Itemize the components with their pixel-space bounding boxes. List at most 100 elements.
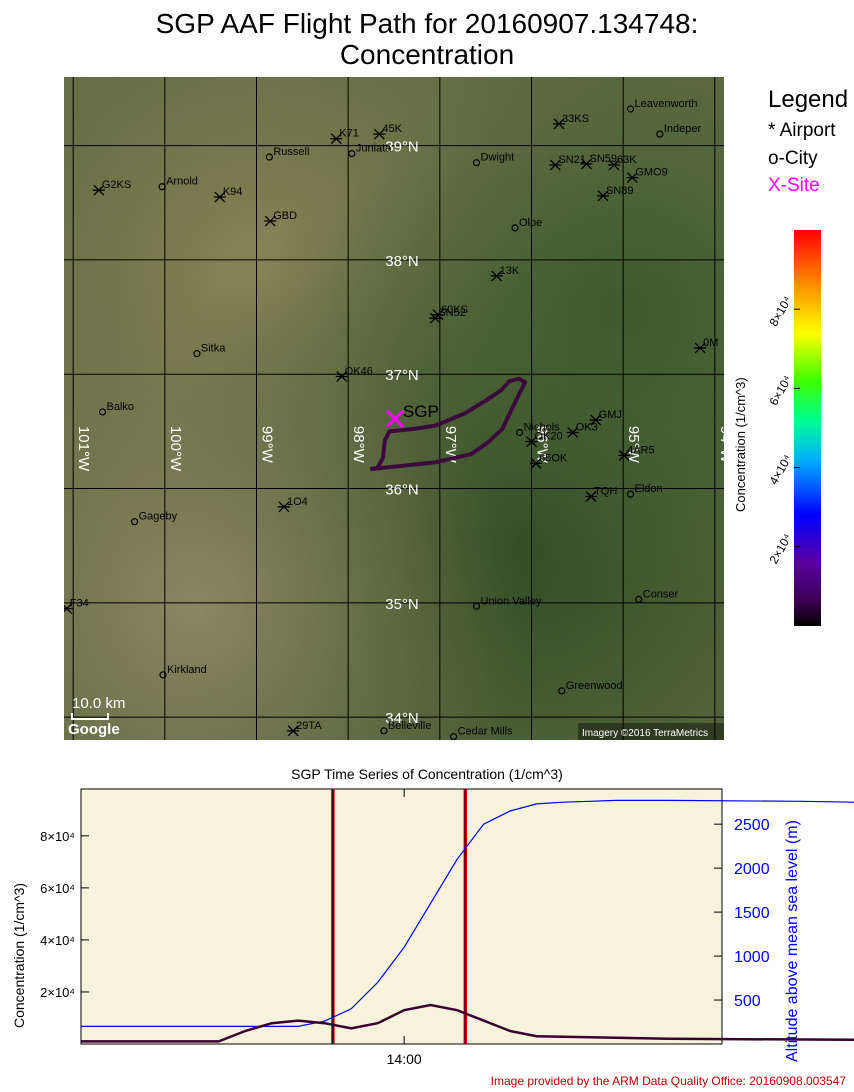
city-marker-5 (656, 130, 664, 138)
airport-label-17: OK3 (576, 422, 598, 434)
right-tick-label-0: 500 (734, 993, 761, 1010)
timeseries-plot-area (80, 788, 723, 1045)
city-marker-17 (449, 732, 458, 740)
lat-label-4: 35°N (385, 596, 419, 613)
right-axis-label: Altitude above mean sea level (m) (784, 820, 801, 1062)
city-marker-4 (626, 105, 635, 113)
colorbar-tick-label-0: 2×10⁴ (766, 531, 794, 566)
right-tick-label-2: 1500 (734, 905, 770, 922)
city-marker-2 (158, 183, 166, 191)
airport-marker-11 (490, 270, 503, 282)
airport-marker-14 (335, 371, 348, 382)
airport-marker-24 (694, 342, 707, 354)
colorbar-gradient (794, 230, 821, 626)
city-label-2: Arnold (166, 176, 198, 188)
airport-label-2: GBD (273, 210, 297, 222)
city-label-7: Sitka (201, 343, 226, 355)
airport-label-20: TQH (594, 486, 617, 498)
lat-label-2: 37°N (385, 367, 419, 384)
city-marker-9 (515, 428, 524, 437)
airport-marker-0 (92, 184, 105, 196)
airport-label-0: G2KS (102, 179, 131, 191)
city-marker-7 (193, 350, 201, 358)
x-tick-label-0: 14:00 (387, 1051, 422, 1067)
airport-label-8: 63K (617, 154, 637, 166)
airport-label-9: GMO9 (635, 167, 667, 179)
left-tick-label-3: 8×10⁴ (40, 829, 75, 844)
altitude-series-line (81, 799, 854, 1027)
city-label-17: Cedar Mills (458, 726, 514, 738)
city-label-3: Dwight (481, 152, 515, 164)
lon-label-7: 94°W (717, 426, 724, 464)
city-label-10: Eldon (635, 483, 663, 495)
flight-path-line (369, 376, 528, 472)
right-tick-label-4: 2500 (734, 817, 770, 834)
flight-map[interactable]: 39°N 38°N 37°N 36°N 35°N 34°N 101°W 100°W 99°W 98… (64, 77, 724, 740)
city-label-16: Belleville (388, 720, 431, 732)
city-label-15: Greenwood (566, 680, 623, 692)
airport-label-19: 4AR5 (627, 444, 655, 456)
city-marker-12 (472, 602, 481, 610)
colorbar: 2×10⁴ 4×10⁴ 6×10⁴ 8×10⁴ Concentration (1/cm… (733, 230, 821, 626)
city-label-12: Union Valley (481, 595, 542, 607)
concentration-spikes (331, 789, 468, 1044)
colorbar-tick-label-1: 4×10⁴ (766, 452, 794, 487)
airport-label-15: OK20 (535, 431, 563, 443)
airport-marker-4 (373, 128, 386, 140)
airport-label-24: 0M (703, 337, 718, 349)
airport-label-3: K71 (339, 128, 359, 140)
airport-marker-10 (597, 190, 609, 202)
airport-marker-13 (429, 312, 442, 324)
legend-city: o-City (768, 148, 818, 169)
city-marker-0 (265, 153, 273, 161)
airport-label-6: SN21 (558, 154, 586, 166)
city-marker-16 (380, 727, 388, 735)
airport-label-14: OK46 (345, 365, 373, 377)
city-marker-15 (558, 687, 566, 695)
airport-label-23: 29TA (296, 720, 322, 732)
image-credit: Image provided by the ARM Data Quality O… (490, 1074, 846, 1088)
airport-marker-15 (525, 436, 538, 448)
title-line-2: Concentration (339, 39, 515, 70)
legend-site: X-Site (768, 175, 820, 196)
city-marker-6 (511, 224, 519, 232)
airport-marker-22 (64, 603, 73, 615)
airport-label-13: SN52 (438, 307, 466, 319)
google-logo-text: Google (68, 721, 120, 738)
city-label-9: Nichols (524, 422, 561, 434)
terrain-shade-east (64, 77, 724, 740)
colorbar-tick-label-2: 6×10⁴ (766, 373, 794, 408)
scale-bar-label: 10.0 km (72, 695, 125, 712)
lon-label-1: 100°W (167, 426, 184, 472)
city-label-4: Leavenworth (635, 98, 698, 110)
airport-marker-5 (553, 118, 565, 130)
airport-marker-16 (530, 457, 543, 469)
lat-label-3: 36°N (385, 482, 419, 499)
airport-label-1: K94 (223, 186, 243, 198)
city-label-14: Kirkland (167, 664, 207, 676)
city-markers: Russell Juniata Arnold Dwight Leavenworth Ind… (98, 98, 702, 740)
city-marker-8 (98, 408, 107, 416)
airport-marker-9 (626, 172, 639, 184)
airport-label-10: SN89 (606, 185, 634, 197)
airport-label-11: 13K (500, 265, 520, 277)
airport-label-16: 65OK (539, 452, 568, 464)
legend-airport: * Airport (768, 120, 836, 141)
lon-label-4: 97°W (442, 426, 459, 464)
airport-marker-6 (549, 159, 562, 171)
airport-marker-8 (608, 159, 620, 171)
airport-label-22: F34 (70, 598, 89, 610)
left-axis-ticks: 2×10⁴ 4×10⁴ 6×10⁴ 8×10⁴ (40, 829, 89, 1000)
title-line-1: SGP AAF Flight Path for 20160907.134748: (155, 8, 699, 39)
airport-label-18: GMJ (599, 409, 622, 421)
city-marker-14 (159, 671, 167, 679)
airport-marker-17 (566, 427, 579, 438)
city-label-5: Indeper (664, 123, 702, 135)
airport-label-4: 45K (382, 123, 402, 135)
lon-label-0: 101°W (75, 426, 92, 472)
right-tick-label-1: 1000 (734, 949, 770, 966)
city-marker-1 (348, 149, 356, 158)
